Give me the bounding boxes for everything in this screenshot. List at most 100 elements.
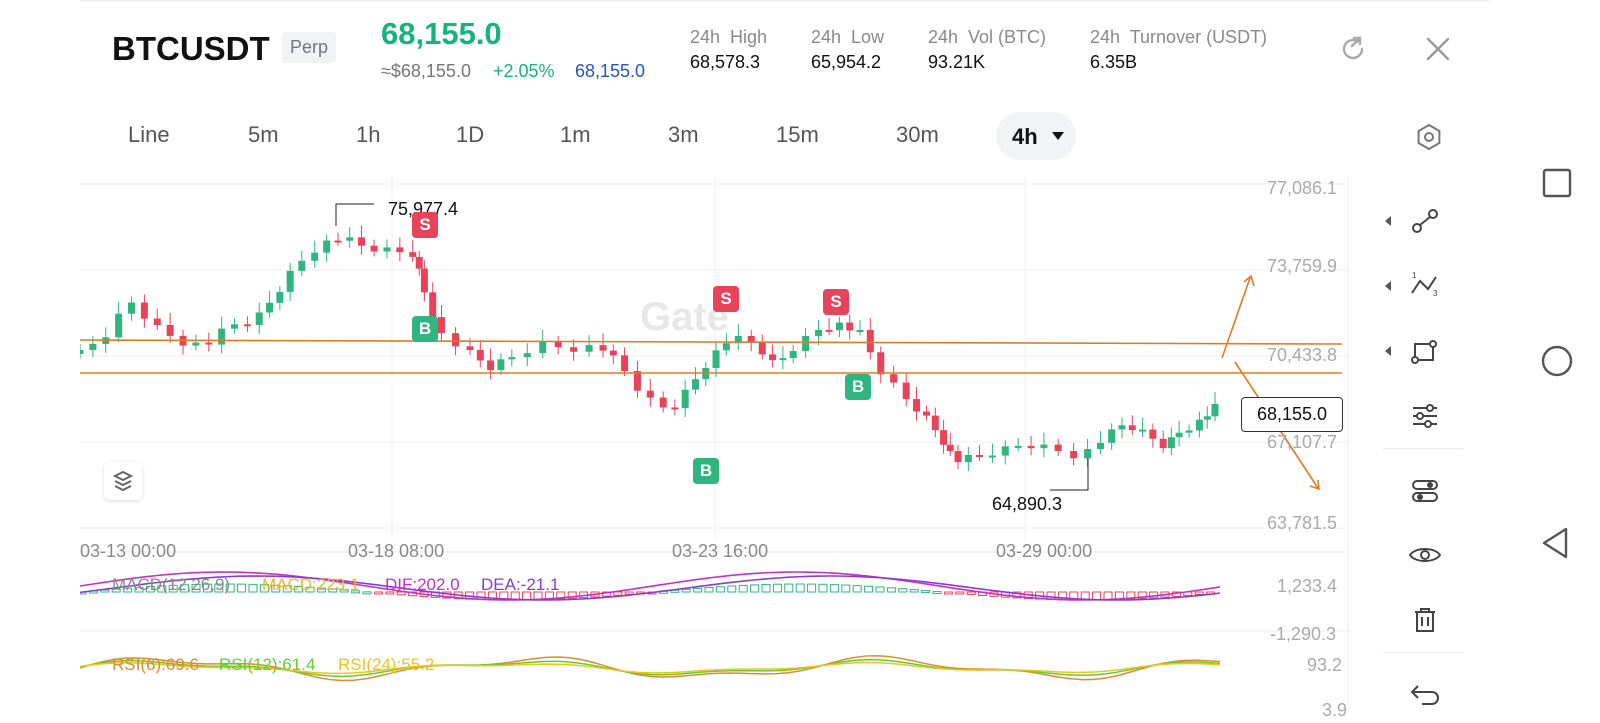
- candle-body: [128, 302, 136, 314]
- eye-icon[interactable]: [1400, 530, 1450, 580]
- close-icon[interactable]: [1424, 35, 1452, 63]
- buy-marker[interactable]: B: [412, 316, 438, 342]
- shape-tool-icon[interactable]: [1400, 326, 1450, 376]
- macd-histogram-bar: [385, 591, 395, 595]
- svg-text:3: 3: [1433, 289, 1438, 298]
- projection-up-line: [1221, 277, 1251, 359]
- candle-body: [599, 345, 607, 351]
- approx-usd-price: ≈$68,155.0: [381, 61, 471, 81]
- undo-icon[interactable]: [1400, 668, 1450, 718]
- buy-marker[interactable]: B: [845, 374, 871, 400]
- candle-body: [383, 247, 391, 252]
- candle-body: [420, 268, 428, 293]
- macd-histogram-bar: [567, 591, 577, 599]
- macd-histogram-bar: [761, 583, 771, 593]
- macd-histogram-bar: [191, 583, 201, 593]
- mark-price: 68,155.0: [575, 61, 646, 81]
- tab-5m[interactable]: 5m: [248, 122, 279, 147]
- line-tool-icon[interactable]: [1400, 196, 1450, 246]
- stat-value-volume: 93.21K: [928, 52, 986, 72]
- macd-histogram-bar: [693, 587, 703, 593]
- tab-1h[interactable]: 1h: [356, 122, 381, 147]
- sell-marker[interactable]: S: [713, 286, 739, 312]
- tab-line[interactable]: Line: [128, 122, 170, 147]
- y-axis-label: 70,433.8: [1267, 345, 1338, 365]
- candle-body: [722, 343, 730, 351]
- trash-icon[interactable]: [1400, 595, 1450, 645]
- candle-body: [409, 252, 417, 257]
- rsi6-value: RSI(6):69.6: [112, 655, 199, 674]
- macd-histogram-bar: [909, 589, 919, 593]
- contract-type-badge: Perp: [282, 32, 337, 63]
- home-icon[interactable]: [1532, 336, 1582, 386]
- candle-body: [1149, 429, 1157, 439]
- indicator-icon[interactable]: [1400, 466, 1450, 516]
- candle-body: [1070, 450, 1078, 459]
- refresh-icon[interactable]: [1338, 34, 1368, 64]
- candle-body: [311, 252, 319, 261]
- macd-histogram-bar: [111, 588, 121, 593]
- recents-icon[interactable]: [1532, 158, 1582, 208]
- candle-body: [1040, 444, 1048, 449]
- macd-histogram-bar: [305, 586, 315, 593]
- chart-mode-toggle[interactable]: [104, 462, 142, 500]
- macd-histogram-bar: [852, 585, 862, 593]
- macd-histogram-bar: [134, 586, 144, 593]
- candle-body: [1139, 429, 1147, 432]
- tab-1m[interactable]: 1m: [560, 122, 591, 147]
- candle-body: [1185, 430, 1193, 433]
- candle-body: [769, 354, 777, 361]
- macd-histogram-bar: [886, 587, 896, 593]
- candle-body: [508, 357, 516, 360]
- rsi6-line: [79, 654, 1221, 682]
- candle-body: [218, 328, 226, 345]
- candle-body: [890, 374, 898, 383]
- macd-histogram-bar: [1137, 591, 1147, 599]
- stat-label-turnover: 24h Turnover (USDT): [1090, 27, 1268, 47]
- rsi12-value: RSI(12):61.4: [219, 655, 316, 674]
- candle-body: [243, 324, 251, 327]
- candle-body: [659, 397, 667, 408]
- candle-body: [691, 379, 699, 390]
- tab-3m[interactable]: 3m: [668, 122, 699, 147]
- macd-histogram-bar: [681, 588, 691, 593]
- candle-body: [681, 389, 689, 409]
- symbol-title[interactable]: BTCUSDT: [112, 30, 270, 67]
- candle-body: [789, 351, 797, 359]
- caret-down-icon: [1052, 132, 1064, 140]
- current-price-tag: 68,155.0: [1241, 397, 1343, 432]
- candle-body: [1054, 444, 1062, 451]
- candle-body: [323, 240, 331, 253]
- candle-body: [712, 350, 720, 368]
- sell-marker[interactable]: S: [823, 289, 849, 315]
- candle-body: [523, 353, 531, 358]
- macd-histogram-bar: [328, 588, 338, 593]
- hexagon-settings-icon[interactable]: [1414, 122, 1444, 152]
- macd-value: MACD:223.1: [262, 575, 360, 594]
- y-axis-label: 67,107.7: [1267, 432, 1338, 452]
- candle-body: [814, 329, 822, 336]
- candle-body: [346, 237, 354, 241]
- candle-body: [846, 322, 854, 331]
- kline-chart[interactable]: [76, 176, 1370, 706]
- x-axis-label: 03-13 00:00: [80, 541, 177, 561]
- low-connector: [1050, 458, 1089, 491]
- candle-body: [1128, 425, 1136, 431]
- buy-marker[interactable]: B: [693, 458, 719, 484]
- macd-histogram-bar: [1126, 591, 1136, 600]
- macd-dea-line: [79, 575, 1221, 601]
- candle-body: [429, 292, 437, 318]
- macd-histogram-bar: [921, 590, 931, 594]
- adjust-icon[interactable]: [1400, 391, 1450, 441]
- back-icon[interactable]: [1532, 518, 1582, 568]
- sell-marker[interactable]: S: [412, 212, 438, 238]
- candle-body: [1096, 442, 1104, 449]
- tab-30m[interactable]: 30m: [896, 122, 939, 147]
- arrow-head: [1309, 479, 1320, 491]
- tab-15m[interactable]: 15m: [776, 122, 819, 147]
- candle-body: [334, 240, 342, 243]
- macd-histogram-bar: [123, 587, 133, 593]
- tab-4h-dropdown[interactable]: 4h: [996, 112, 1076, 160]
- tab-1d[interactable]: 1D: [456, 122, 485, 147]
